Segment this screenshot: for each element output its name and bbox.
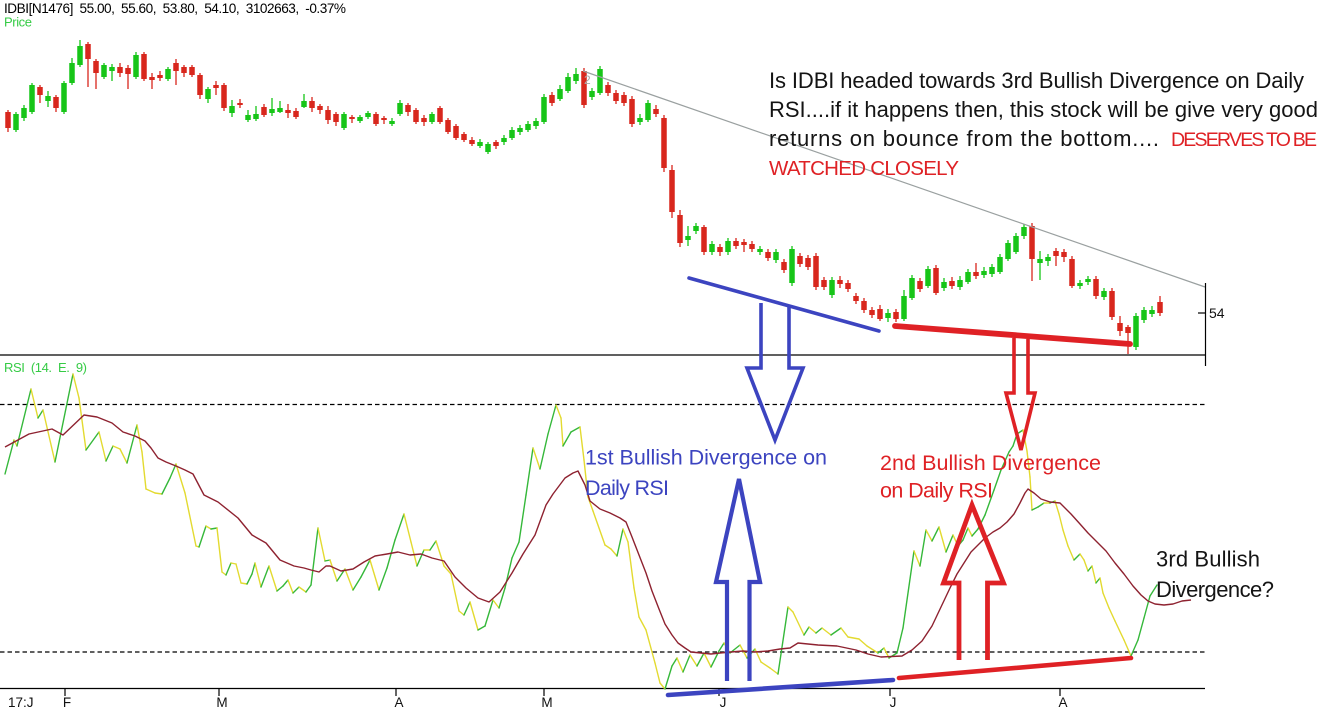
svg-text:54: 54 bbox=[1209, 305, 1225, 321]
svg-text:1st Bullish Divergence on: 1st Bullish Divergence on bbox=[585, 446, 827, 470]
svg-text:returns on bounce from the bot: returns on bounce from the bottom.... bbox=[769, 126, 1159, 151]
svg-text:RSI....if it happens then, thi: RSI....if it happens then, this stock wi… bbox=[769, 97, 1318, 122]
svg-text:M: M bbox=[216, 695, 227, 710]
svg-text:J: J bbox=[890, 695, 897, 710]
svg-text:Is IDBI headed towards 3rd Bul: Is IDBI headed towards 3rd Bullish Diver… bbox=[769, 68, 1304, 93]
svg-text:M: M bbox=[541, 695, 552, 710]
svg-text:IDBI[N1476] 55.00, 55.60, 5: IDBI[N1476] 55.00, 55.60, 53.80, 54.10, … bbox=[4, 1, 346, 16]
svg-text:Daily RSI: Daily RSI bbox=[585, 476, 669, 500]
svg-text:2nd Bullish Divergence: 2nd Bullish Divergence bbox=[880, 451, 1101, 475]
svg-text:A: A bbox=[394, 695, 403, 710]
svg-text:Divergence?: Divergence? bbox=[1156, 577, 1274, 602]
svg-text:3rd Bullish: 3rd Bullish bbox=[1156, 547, 1260, 572]
svg-text:on Daily RSI: on Daily RSI bbox=[880, 479, 993, 503]
svg-text:J: J bbox=[720, 695, 727, 710]
svg-text:Price: Price bbox=[4, 15, 32, 30]
svg-text:F: F bbox=[63, 695, 71, 710]
svg-text:17:J: 17:J bbox=[8, 695, 34, 710]
svg-text:WATCHED CLOSELY: WATCHED CLOSELY bbox=[769, 157, 959, 180]
svg-text:A: A bbox=[1058, 695, 1067, 710]
svg-text:RSI (14. E. 9): RSI (14. E. 9) bbox=[4, 360, 87, 375]
svg-text:DESERVES TO BE: DESERVES TO BE bbox=[1171, 129, 1317, 151]
svg-text:2: 2 bbox=[584, 73, 591, 87]
